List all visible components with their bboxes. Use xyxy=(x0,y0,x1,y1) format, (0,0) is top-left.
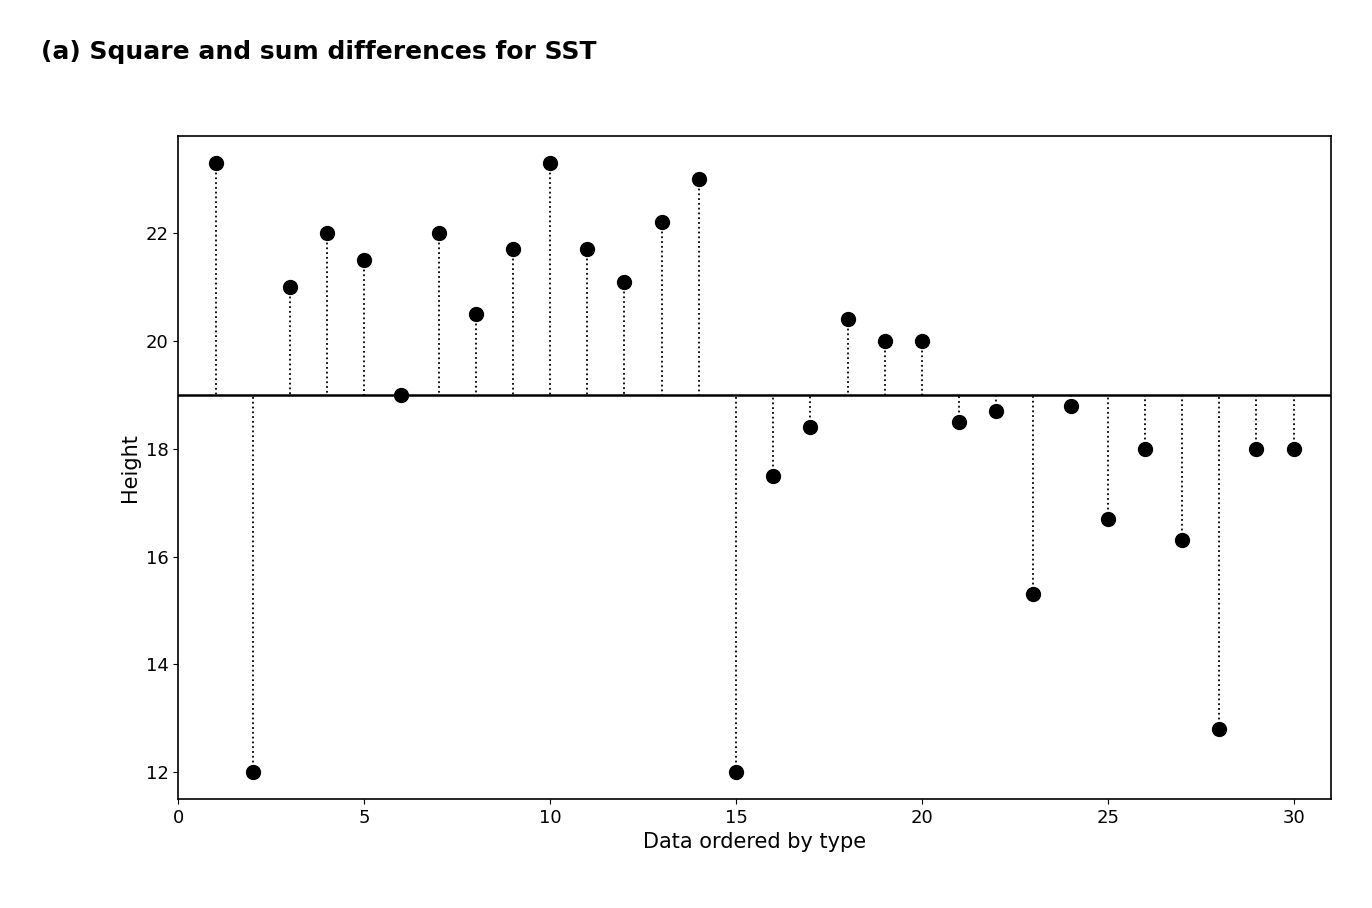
Point xyxy=(1096,511,1118,526)
X-axis label: Data ordered by type: Data ordered by type xyxy=(643,833,866,853)
Point xyxy=(800,419,822,434)
Point xyxy=(1209,722,1231,736)
Point xyxy=(316,226,338,241)
Point xyxy=(279,280,300,294)
Point xyxy=(650,215,672,230)
Point xyxy=(576,242,598,257)
Point xyxy=(1172,533,1194,548)
Point xyxy=(391,388,413,402)
Point xyxy=(985,404,1007,419)
Point xyxy=(613,274,635,289)
Point xyxy=(428,226,450,241)
Point xyxy=(1022,587,1044,601)
Point xyxy=(465,307,487,321)
Point xyxy=(763,469,785,483)
Point xyxy=(204,156,226,171)
Point xyxy=(837,312,859,327)
Point xyxy=(1246,441,1268,456)
Point xyxy=(1135,441,1157,456)
Point xyxy=(539,156,561,171)
Point xyxy=(874,334,896,349)
Point xyxy=(724,765,746,779)
Y-axis label: Height: Height xyxy=(121,433,140,502)
Point xyxy=(911,334,933,349)
Point xyxy=(241,765,263,779)
Point xyxy=(1283,441,1305,456)
Point xyxy=(687,172,709,186)
Text: (a) Square and sum differences for SST: (a) Square and sum differences for SST xyxy=(41,40,597,64)
Point xyxy=(1059,399,1081,413)
Point xyxy=(502,242,524,257)
Point xyxy=(353,253,375,268)
Point xyxy=(948,415,970,429)
